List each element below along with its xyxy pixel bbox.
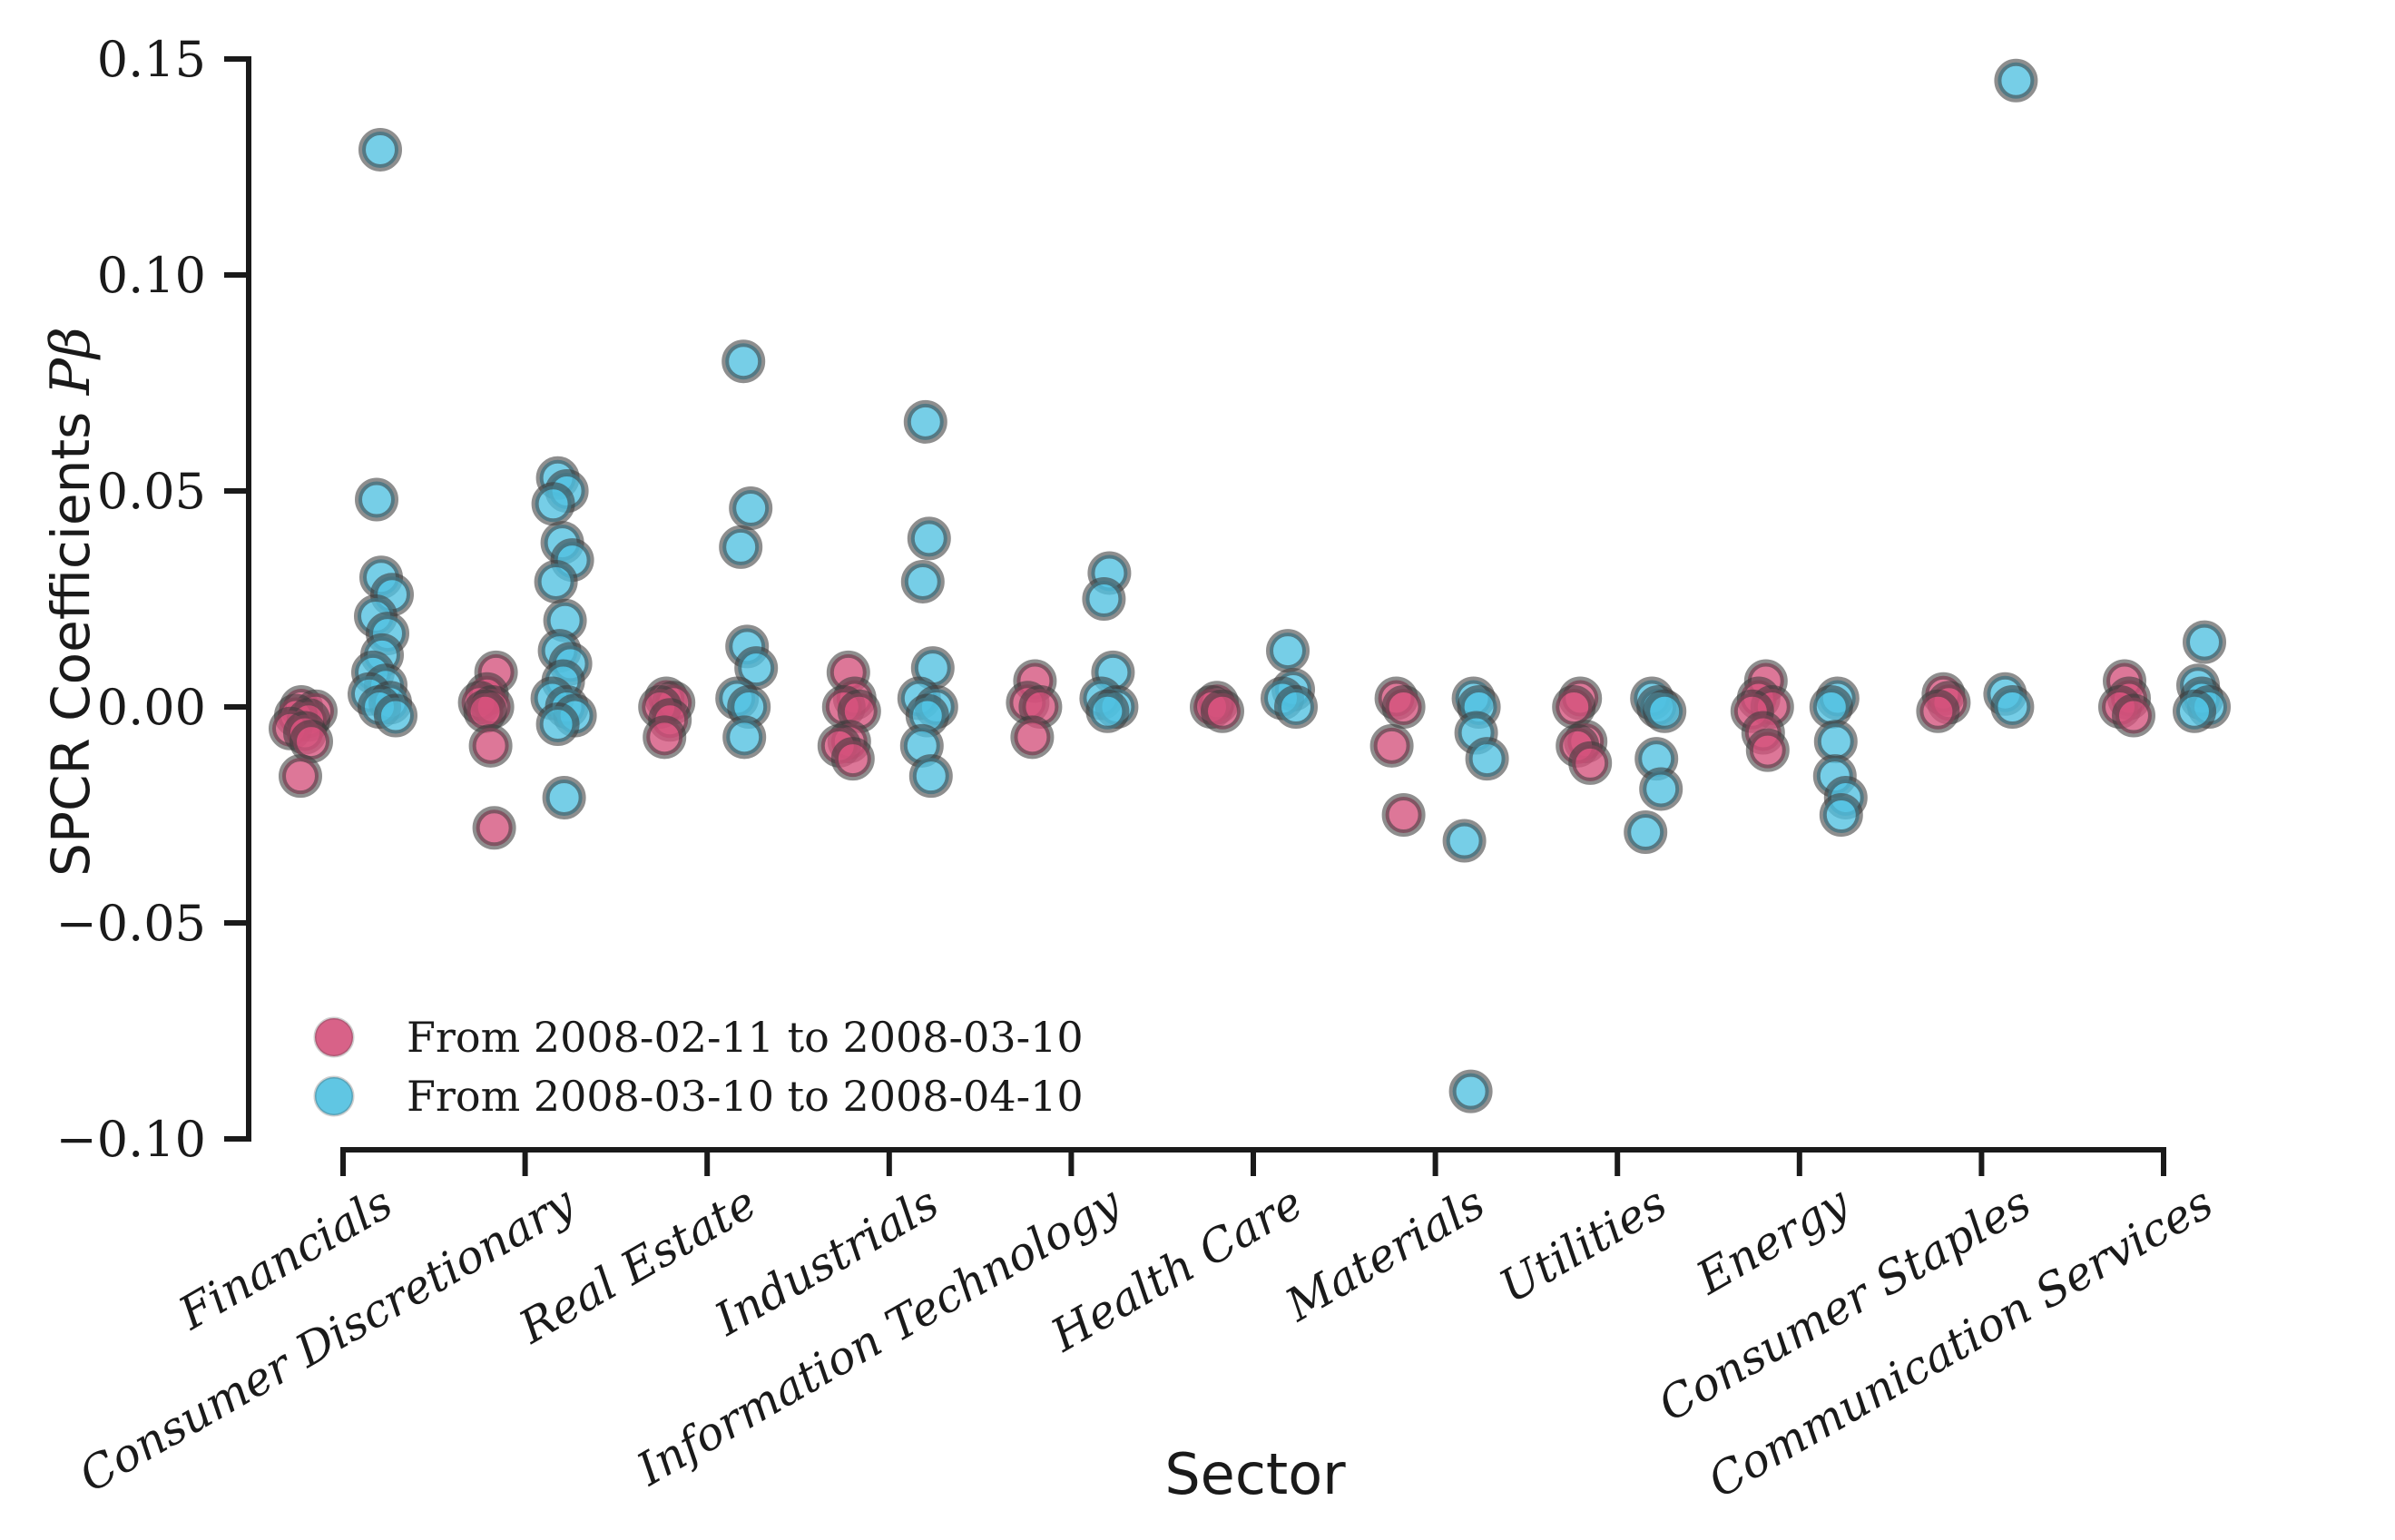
x-tick — [1432, 1153, 1438, 1176]
x-axis-title: Sector — [1164, 1441, 1346, 1507]
data-point-series-1 — [2112, 693, 2155, 738]
data-point-series-2 — [358, 127, 402, 172]
y-axis-title-text: SPCR Coefficients — [40, 411, 102, 877]
y-tick-label: 0.05 — [97, 463, 206, 520]
y-axis-title: SPCR Coefficients Pβ — [39, 21, 103, 1182]
x-tick — [1978, 1153, 1985, 1176]
x-tick-label-materials: Materials — [1276, 1176, 1493, 1332]
data-point-series-2 — [908, 754, 953, 799]
data-point-series-2 — [1809, 685, 1853, 729]
data-point-series-1 — [1552, 685, 1596, 729]
data-point-series-1 — [1745, 728, 1790, 772]
data-point-series-2 — [1639, 767, 1683, 811]
x-tick — [1068, 1153, 1075, 1176]
data-point-series-1 — [279, 754, 322, 799]
y-tick-label: −0.10 — [56, 1111, 206, 1168]
data-point-series-2 — [1085, 689, 1130, 733]
x-tick-label-utilities: Utilities — [1491, 1176, 1676, 1313]
data-point-series-1 — [643, 715, 687, 760]
data-point-series-2 — [719, 525, 763, 569]
data-point-series-1 — [290, 720, 333, 764]
data-point-series-2 — [1643, 689, 1687, 733]
data-point-series-2 — [535, 702, 580, 747]
data-point-series-2 — [721, 339, 766, 384]
x-tick — [886, 1153, 892, 1176]
y-tick-label: 0.15 — [97, 31, 206, 88]
x-tick — [340, 1153, 346, 1176]
y-tick — [224, 272, 246, 278]
data-point-series-1 — [472, 806, 516, 850]
data-point-series-1 — [1381, 793, 1426, 837]
y-tick-label: 0.10 — [97, 247, 206, 304]
data-point-series-2 — [903, 399, 947, 444]
data-point-series-2 — [1465, 737, 1509, 781]
data-point-series-2 — [1994, 58, 2038, 103]
data-point-series-1 — [830, 737, 875, 781]
legend-marker-series-1 — [313, 1016, 355, 1058]
legend-label-series-2: From 2008-03-10 to 2008-04-10 — [407, 1072, 1084, 1121]
data-point-series-1 — [468, 723, 513, 768]
data-point-series-2 — [734, 646, 779, 691]
y-tick — [224, 920, 246, 926]
y-tick — [224, 704, 246, 710]
data-point-series-2 — [534, 559, 578, 603]
data-point-series-2 — [1442, 819, 1487, 863]
data-point-series-2 — [2173, 689, 2216, 733]
legend-marker-series-2 — [313, 1075, 355, 1117]
y-tick-label: −0.05 — [56, 895, 206, 952]
data-point-series-2 — [1813, 720, 1858, 764]
x-tick — [522, 1153, 528, 1176]
x-tick — [1251, 1153, 1256, 1176]
y-axis-title-symbol: Pβ — [39, 327, 103, 396]
data-point-series-2 — [1266, 629, 1310, 673]
x-tick — [704, 1153, 711, 1176]
data-point-series-2 — [1624, 810, 1668, 855]
data-point-series-1 — [1568, 741, 1613, 785]
data-point-series-2 — [1082, 577, 1126, 621]
data-point-series-2 — [542, 775, 586, 819]
x-axis-spine — [340, 1147, 2166, 1153]
data-point-series-2 — [374, 693, 417, 738]
data-point-series-2 — [1448, 1069, 1493, 1113]
data-point-series-2 — [1274, 685, 1318, 729]
data-point-series-2 — [907, 516, 951, 561]
y-tick — [224, 56, 246, 62]
data-point-series-2 — [531, 482, 575, 526]
data-point-series-1 — [1201, 689, 1244, 733]
data-point-series-2 — [1819, 793, 1863, 837]
y-tick — [224, 1136, 246, 1142]
y-axis-spine — [246, 56, 251, 1142]
data-point-series-1 — [463, 689, 507, 733]
data-point-series-2 — [900, 559, 945, 603]
data-point-series-1 — [1381, 685, 1426, 729]
legend-label-series-1: From 2008-02-11 to 2008-03-10 — [407, 1013, 1084, 1062]
y-tick — [224, 488, 246, 494]
data-point-series-2 — [2183, 620, 2226, 664]
data-point-series-1 — [1916, 689, 1960, 733]
data-point-series-1 — [1369, 723, 1414, 768]
data-point-series-2 — [355, 477, 398, 522]
x-tick — [2161, 1153, 2166, 1176]
data-point-series-2 — [1990, 685, 2035, 729]
data-point-series-1 — [1010, 715, 1055, 760]
data-point-series-2 — [722, 715, 767, 760]
y-tick-label: 0.00 — [97, 679, 206, 736]
data-point-series-2 — [729, 486, 773, 531]
x-tick — [1615, 1153, 1621, 1176]
x-tick — [1796, 1153, 1802, 1176]
